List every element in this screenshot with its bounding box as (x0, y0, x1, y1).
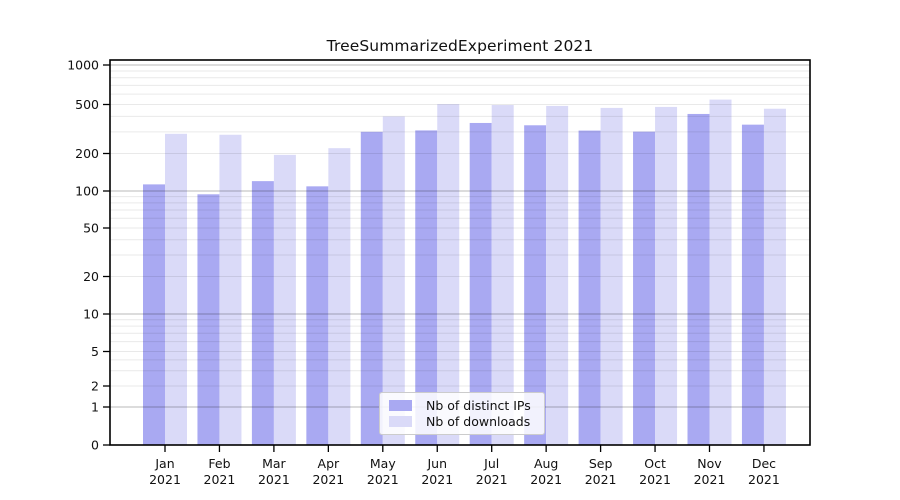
x-tick-label-year: 2021 (204, 472, 236, 487)
x-tick-label-year: 2021 (367, 472, 399, 487)
x-tick-label-year: 2021 (149, 472, 181, 487)
axes-spines (109, 59, 811, 446)
x-tick-label-month: Mar (262, 456, 286, 471)
bar-distinct-ips-jul (469, 122, 492, 445)
bar-distinct-ips-apr (306, 186, 329, 445)
bar-distinct-ips-nov (687, 113, 710, 445)
legend-swatch-distinct-ips-icon (389, 399, 412, 411)
x-tick-label-year: 2021 (585, 472, 617, 487)
x-tick-label-year: 2021 (530, 472, 562, 487)
x-tick-label-month: Jan (154, 456, 174, 471)
x-tick-label-month: Sep (589, 456, 613, 471)
x-tick-label-year: 2021 (421, 472, 453, 487)
x-tick-label-year: 2021 (694, 472, 726, 487)
bar-distinct-ips-sep (578, 130, 601, 445)
x-tick-label-month: Dec (752, 456, 776, 471)
legend-label-downloads: Nb of downloads (426, 414, 531, 430)
bar-distinct-ips-oct (633, 131, 656, 445)
bar-distinct-ips-feb (197, 194, 220, 445)
y-tick-label: 0 (91, 438, 99, 453)
y-tick-label: 10 (83, 307, 99, 322)
x-tick-label-month: Aug (534, 456, 558, 471)
x-tick-label-month: Apr (318, 456, 340, 471)
bar-downloads-jun (437, 104, 460, 445)
bar-downloads-mar (273, 154, 296, 445)
legend-item-distinct-ips: Nb of distinct IPs (389, 398, 535, 413)
bar-downloads-apr (328, 148, 351, 445)
legend: Nb of distinct IPs Nb of downloads (379, 392, 545, 435)
y-tick-label: 500 (75, 97, 99, 112)
legend-label-distinct-ips: Nb of distinct IPs (426, 397, 531, 413)
x-tick-label-year: 2021 (476, 472, 508, 487)
x-tick-label-month: Jul (483, 456, 499, 471)
y-tick-label: 200 (75, 146, 99, 161)
x-tick-label-month: Feb (208, 456, 230, 471)
chart-title: TreeSummarizedExperiment 2021 (326, 37, 594, 55)
legend-item-downloads: Nb of downloads (389, 414, 535, 429)
y-tick-label: 1000 (67, 58, 99, 73)
bar-downloads-sep (600, 107, 623, 445)
bar-downloads-dec (763, 108, 786, 445)
x-tick-label-year: 2021 (748, 472, 780, 487)
bar-downloads-aug (546, 105, 569, 445)
y-tick-label: 100 (75, 184, 99, 199)
y-tick-label: 5 (91, 344, 99, 359)
bar-downloads-jan (165, 133, 187, 445)
bar-distinct-ips-jun (415, 130, 438, 445)
bar-distinct-ips-mar (251, 181, 274, 445)
bar-downloads-nov (709, 99, 732, 445)
x-tick-label-year: 2021 (639, 472, 671, 487)
bar-downloads-jul (491, 105, 514, 446)
legend-swatch-downloads-icon (389, 416, 412, 428)
x-tick-label-year: 2021 (258, 472, 290, 487)
bar-downloads-feb (219, 134, 242, 445)
x-tick-label-month: Jun (426, 456, 447, 471)
bar-distinct-ips-may (360, 131, 383, 446)
bar-distinct-ips-aug (524, 125, 547, 446)
y-tick-label: 2 (91, 379, 99, 394)
bar-distinct-ips-jan (143, 184, 165, 446)
x-tick-label-month: Nov (697, 456, 722, 471)
bar-downloads-oct (655, 106, 678, 445)
bar-distinct-ips-dec (741, 124, 764, 446)
y-tick-label: 20 (83, 269, 99, 284)
y-tick-label: 50 (83, 221, 99, 236)
x-tick-label-year: 2021 (312, 472, 344, 487)
x-tick-label-month: May (370, 456, 396, 471)
x-tick-label-month: Oct (644, 456, 666, 471)
y-tick-label: 1 (91, 400, 99, 415)
bar-downloads-may (382, 116, 405, 446)
